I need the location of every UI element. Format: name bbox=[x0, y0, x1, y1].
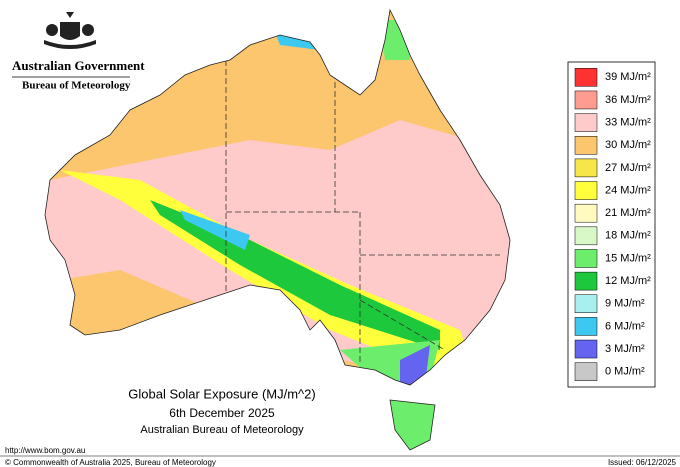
caption-title: Global Solar Exposure (MJ/m^2) bbox=[128, 386, 315, 401]
legend-label: 6 MJ/m² bbox=[605, 320, 645, 332]
legend-label: 30 MJ/m² bbox=[605, 139, 651, 151]
legend-label: 27 MJ/m² bbox=[605, 162, 651, 174]
legend-label: 24 MJ/m² bbox=[605, 184, 651, 196]
legend-swatch bbox=[574, 68, 598, 87]
footer-url[interactable]: http://www.bom.gov.au bbox=[5, 446, 85, 455]
legend: 39 MJ/m² 36 MJ/m² 33 MJ/m² 30 MJ/m² 27 MJ/m²… bbox=[574, 68, 651, 381]
legend-label: 15 MJ/m² bbox=[605, 252, 651, 264]
caption-date: 6th December 2025 bbox=[169, 406, 275, 420]
legend-label: 12 MJ/m² bbox=[605, 275, 651, 287]
coastline bbox=[44, 8, 511, 451]
legend-swatch bbox=[574, 317, 598, 336]
legend-swatch bbox=[574, 226, 598, 246]
legend-swatch bbox=[574, 339, 598, 359]
legend-swatch bbox=[574, 294, 598, 313]
legend-label: 18 MJ/m² bbox=[605, 230, 651, 242]
legend-label: 36 MJ/m² bbox=[605, 94, 651, 106]
legend-swatch bbox=[574, 181, 598, 200]
footer-issued: Issued: 06/12/2025 bbox=[608, 458, 677, 467]
legend-swatch bbox=[574, 113, 598, 132]
legend-box bbox=[567, 61, 656, 388]
legend-swatch bbox=[574, 249, 598, 268]
legend-label: 39 MJ/m² bbox=[605, 71, 651, 83]
legend-swatch bbox=[574, 136, 598, 155]
coat-of-arms bbox=[44, 12, 96, 49]
legend-swatch bbox=[574, 362, 598, 381]
legend-label: 21 MJ/m² bbox=[605, 207, 651, 219]
legend-label: 33 MJ/m² bbox=[605, 117, 651, 129]
government-name: Australian Government bbox=[12, 58, 145, 73]
caption-organisation: Australian Bureau of Meteorology bbox=[140, 424, 304, 436]
legend-swatch bbox=[574, 203, 598, 223]
bureau-name: Bureau of Meteorology bbox=[22, 80, 131, 92]
legend-swatch bbox=[574, 158, 598, 178]
legend-swatch bbox=[574, 90, 598, 110]
legend-label: 9 MJ/m² bbox=[605, 298, 645, 310]
footer-copyright: © Commonwealth of Australia 2025, Bureau… bbox=[5, 458, 216, 467]
legend-label: 0 MJ/m² bbox=[605, 366, 645, 378]
legend-swatch bbox=[574, 271, 598, 291]
legend-label: 3 MJ/m² bbox=[605, 343, 645, 355]
